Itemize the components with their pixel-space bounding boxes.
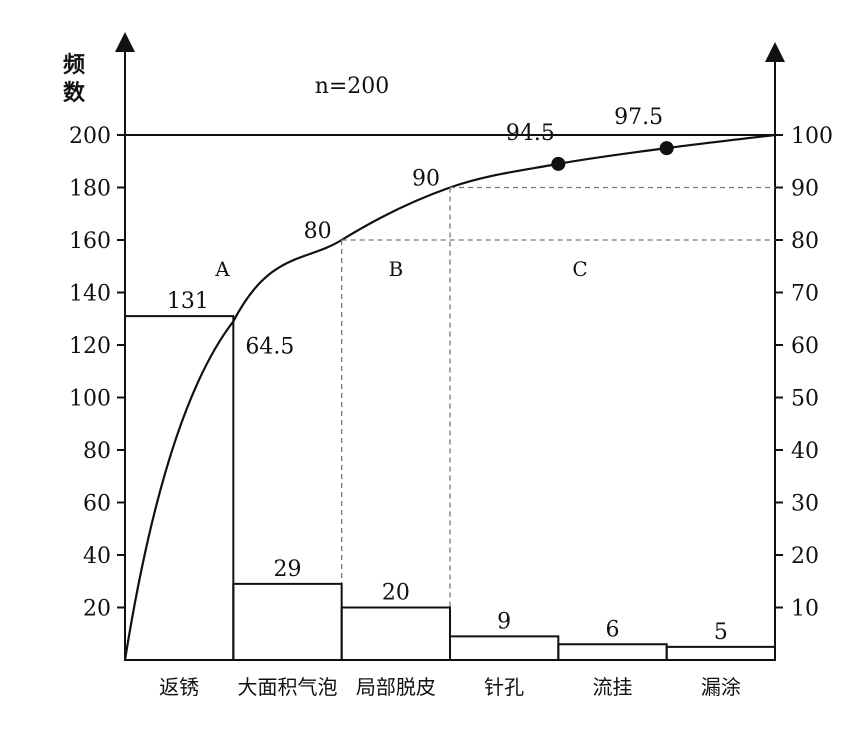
cumulative-percent-label: 80 [304,219,332,244]
bar [557,643,668,661]
right-tick-label: 50 [791,387,819,412]
right-tick-label: 100 [791,124,833,149]
right-tick-label: 80 [791,229,819,254]
zone-label: C [572,257,587,281]
left-tick-label: 140 [69,282,111,307]
left-tick-label: 60 [83,492,111,517]
bar-value-label: 131 [167,289,209,314]
left-tick-label: 200 [69,124,111,149]
right-axis-arrow-icon [765,42,785,62]
right-tick-label: 90 [791,177,819,202]
cumulative-percent-label: 97.5 [614,105,663,130]
left-tick-label: 20 [83,597,111,622]
bar-value-label: 29 [274,557,302,582]
bar [124,315,235,661]
y-axis-label-char: 频 [63,52,85,78]
cumulative-point-marker [659,141,674,156]
category-label: 流挂 [593,675,633,699]
left-tick-label: 100 [69,387,111,412]
right-tick-label: 40 [791,439,819,464]
left-tick-label: 120 [69,334,111,359]
cumulative-percent-label: 64.5 [245,334,294,359]
left-tick-label: 160 [69,229,111,254]
category-label: 漏涂 [701,675,741,699]
category-label: 针孔 [484,675,524,699]
right-tick-label: 30 [791,492,819,517]
left-tick-label: 40 [83,544,111,569]
bar-value-label: 6 [606,617,620,642]
right-tick-label: 10 [791,597,819,622]
left-tick-label: 180 [69,177,111,202]
right-tick-label: 60 [791,334,819,359]
bar-value-label: 9 [497,609,511,634]
bar [665,645,777,661]
cumulative-percent-curve [123,133,776,661]
category-label: 返锈 [159,675,199,699]
zone-label: B [388,257,403,281]
bar-value-label: 5 [714,620,728,645]
y-axis-label-char: 数 [63,80,86,106]
left-axis-arrow-icon [115,32,135,52]
cumulative-percent-label: 90 [412,167,440,192]
chart-title: n=200 [315,74,390,99]
bar-value-label: 20 [382,581,410,606]
zone-label: A [214,257,230,281]
bar [232,582,343,661]
right-tick-label: 20 [791,544,819,569]
cumulative-percent-label: 94.5 [506,121,555,146]
bar [449,635,560,661]
category-label: 局部脱皮 [356,675,436,699]
right-tick-label: 70 [791,282,819,307]
bar [340,606,451,661]
cumulative-point-marker [551,156,566,171]
left-tick-label: 80 [83,439,111,464]
category-label: 大面积气泡 [238,675,338,699]
